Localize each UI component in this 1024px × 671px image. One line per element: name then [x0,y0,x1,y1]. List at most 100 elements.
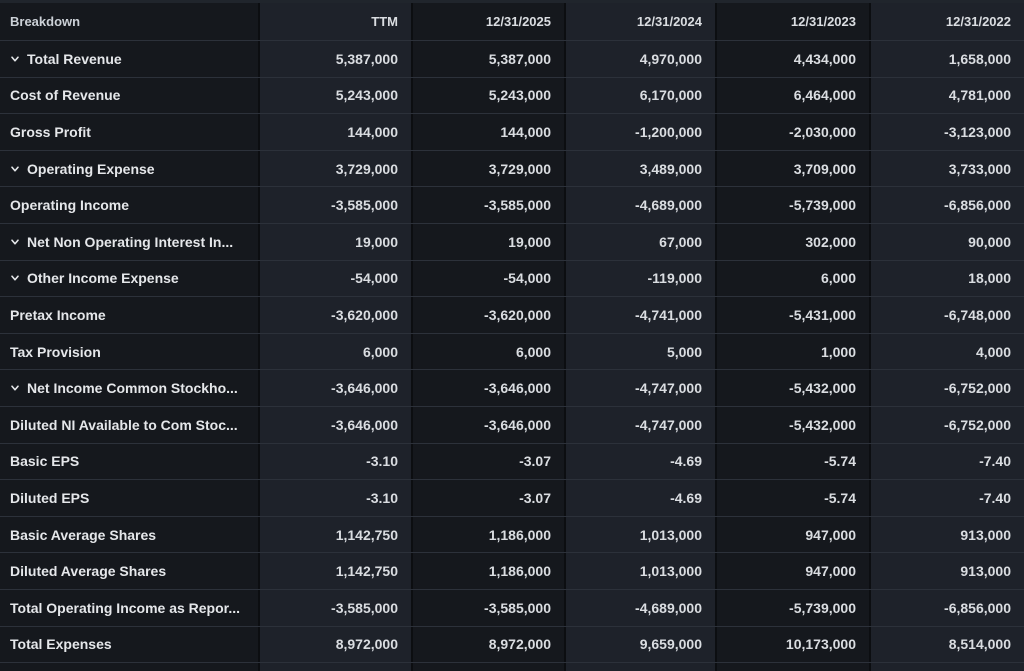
cell-value: -4,747,000 [566,370,715,406]
table-row: Diluted EPS -3.10 -3.07 -4.69 -5.74 -7.4… [0,480,1024,517]
cell-value: -3.07 [413,480,564,516]
row-label: Cost of Revenue [0,77,258,114]
row-label: Total Operating Income as Repor... [0,589,258,626]
cell-value: 5,000 [566,333,715,370]
table-row: Net Non Operating Interest In... 19,000 … [0,223,1024,261]
row-label: Gross Profit [0,114,258,150]
cell-value: 144,000 [260,114,411,150]
cell-value: 947,000 [717,516,869,553]
row-label-text: Total Expenses [10,636,112,653]
cell-value: 4,781,000 [871,77,1024,114]
table-row: Cost of Revenue 5,243,000 5,243,000 6,17… [0,77,1024,115]
cell-value: 5,387,000 [413,41,564,77]
cell-value: -5,739,000 [717,589,869,626]
cell-value: -4.69 [566,443,715,480]
column-header-ttm: TTM [260,3,411,40]
cell-value: 3,489,000 [566,150,715,187]
table-top-border [0,0,1024,3]
row-label-text: Tax Provision [10,343,101,360]
cell-value: -3,620,000 [260,297,411,333]
cell-value: -3,646,000 [413,370,564,406]
cell-value: -4,689,000 [566,187,715,223]
cell-partial [717,663,869,671]
cell-value: 1,013,000 [566,516,715,553]
cell-value: -5,739,000 [717,187,869,223]
cell-value: 5,243,000 [260,77,411,114]
cell-value: -3.10 [260,443,411,480]
cell-partial [566,663,715,671]
cell-value: 67,000 [566,223,715,260]
row-label: Pretax Income [0,297,258,333]
cell-value: -3,585,000 [413,589,564,626]
cell-value: -5,432,000 [717,370,869,406]
cell-value: -5.74 [717,480,869,516]
cell-value: 10,173,000 [717,626,869,663]
cell-value: -3,585,000 [260,589,411,626]
table-row: Diluted Average Shares 1,142,750 1,186,0… [0,553,1024,590]
row-label-text: Operating Income [10,197,130,214]
chevron-down-icon[interactable] [10,237,20,247]
row-label: Basic EPS [0,443,258,480]
row-label[interactable]: Operating Expense [0,150,258,187]
cell-value: 6,000 [413,333,564,370]
cell-value: 3,709,000 [717,150,869,187]
cell-value: 302,000 [717,223,869,260]
chevron-down-icon[interactable] [10,54,20,64]
cell-value: -6,856,000 [871,187,1024,223]
cell-value: -3,585,000 [413,187,564,223]
row-label[interactable]: Net Income Common Stockho... [0,370,258,406]
row-label-text: Diluted EPS [10,489,90,506]
cell-value: -6,748,000 [871,297,1024,333]
cell-value: -3.10 [260,480,411,516]
row-label: Diluted EPS [0,480,258,516]
column-header-2025: 12/31/2025 [413,3,564,40]
row-label[interactable]: Other Income Expense [0,260,258,297]
cell-value: -5,431,000 [717,297,869,333]
chevron-down-icon[interactable] [10,383,20,393]
table-row: Other Income Expense -54,000 -54,000 -11… [0,260,1024,298]
cell-value: -3,123,000 [871,114,1024,150]
chevron-down-icon[interactable] [10,164,20,174]
table-row: Tax Provision 6,000 6,000 5,000 1,000 4,… [0,333,1024,371]
row-label-text: Diluted NI Available to Com Stoc... [10,416,238,433]
cell-value: -6,856,000 [871,589,1024,626]
table-row: Total Expenses 8,972,000 8,972,000 9,659… [0,626,1024,664]
cell-value: 18,000 [871,260,1024,297]
table-header-row: Breakdown TTM 12/31/2025 12/31/2024 12/3… [0,3,1024,41]
cell-value: 5,387,000 [260,41,411,77]
cell-value: 8,972,000 [260,626,411,663]
cell-value: 4,434,000 [717,41,869,77]
cell-value: -3,620,000 [413,297,564,333]
row-label[interactable]: Total Revenue [0,41,258,77]
cell-value: 1,186,000 [413,553,564,589]
table-row-partial [0,663,1024,671]
cell-value: 6,464,000 [717,77,869,114]
row-label-text: Cost of Revenue [10,87,121,104]
cell-value: -3,646,000 [260,370,411,406]
cell-value: 90,000 [871,223,1024,260]
cell-value: 6,000 [260,333,411,370]
row-label-text: Pretax Income [10,306,106,323]
chevron-down-icon[interactable] [10,273,20,283]
cell-value: -5.74 [717,443,869,480]
cell-value: -4,741,000 [566,297,715,333]
cell-value: 1,000 [717,333,869,370]
table-row: Operating Income -3,585,000 -3,585,000 -… [0,187,1024,224]
cell-value: -4.69 [566,480,715,516]
cell-value: -7.40 [871,443,1024,480]
cell-value: 3,733,000 [871,150,1024,187]
row-label[interactable]: Net Non Operating Interest In... [0,223,258,260]
cell-value: 6,170,000 [566,77,715,114]
cell-value: 1,142,750 [260,516,411,553]
row-label: Operating Income [0,187,258,223]
row-label-text: Net Income Common Stockho... [27,380,238,397]
cell-value: 1,013,000 [566,553,715,589]
cell-value: 8,514,000 [871,626,1024,663]
row-label-text: Total Revenue [27,50,122,67]
table-row: Basic Average Shares 1,142,750 1,186,000… [0,516,1024,554]
row-label-text: Net Non Operating Interest In... [27,233,234,250]
cell-partial [260,663,411,671]
cell-value: 8,972,000 [413,626,564,663]
cell-value: 1,186,000 [413,516,564,553]
table-row: Total Revenue 5,387,000 5,387,000 4,970,… [0,41,1024,78]
